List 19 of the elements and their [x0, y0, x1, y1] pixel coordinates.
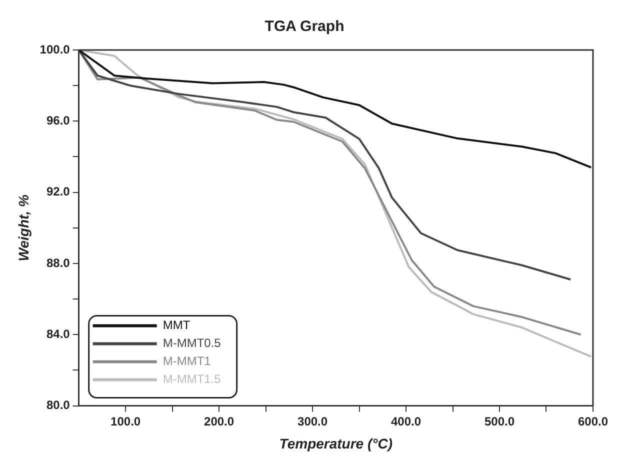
x-tick-label: 100.0 — [110, 414, 141, 428]
y-axis-title: Weight, % — [15, 194, 32, 262]
chart-title: TGA Graph — [264, 18, 344, 36]
x-tick-label: 200.0 — [204, 414, 234, 428]
text: M-MMT1.5 — [162, 372, 222, 386]
y-tick-label: 100.0 — [40, 42, 70, 56]
text: M-MMT1 — [162, 354, 212, 368]
text: MMT — [162, 318, 191, 332]
y-tick-label: 92.0 — [46, 184, 70, 199]
text: M-MMT0.5 — [162, 336, 222, 350]
y-tick-label: 80.0 — [46, 398, 70, 412]
y-tick-label: 84.0 — [46, 326, 70, 341]
x-tick-label: 400.0 — [391, 414, 422, 428]
x-axis-title: Temperature (°C) — [279, 435, 393, 452]
x-tick-label: 300.0 — [298, 414, 328, 428]
x-tick-label: 500.0 — [484, 414, 515, 428]
y-tick-label: 88.0 — [46, 256, 70, 270]
y-tick-label: 96.0 — [46, 113, 70, 128]
x-tick-label: 600.0 — [578, 414, 608, 428]
